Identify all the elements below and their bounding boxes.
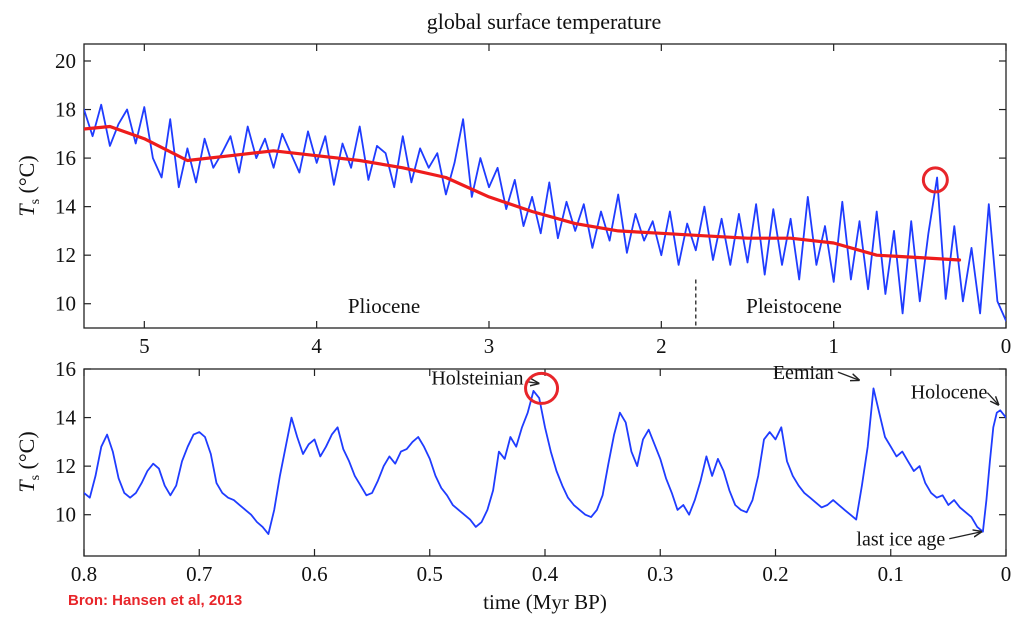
bottom-y-label-main: T	[14, 479, 39, 493]
top-y-tick-label: 16	[55, 146, 76, 170]
top-y-tick-label: 12	[55, 243, 76, 267]
bottom-x-tick-label: 0.1	[878, 562, 904, 586]
annotation-arrow	[837, 371, 859, 380]
top-trend-line	[84, 124, 962, 262]
bottom-y-tick-label: 10	[55, 503, 76, 527]
top-panel: global surface temperature 5 4 3 2 1 01012141…	[14, 9, 1011, 358]
bottom-x-tick-label: 0.3	[647, 562, 673, 586]
annotation-arrow	[949, 532, 981, 540]
top-y-axis-label: Ts (°C)	[14, 155, 43, 216]
bottom-axis-ticks: 0.8 0.7 0.6 0.5 0.4 0.3 0.2 0.1 0 10 12 14 16	[55, 357, 1011, 586]
bottom-x-tick-label: 0	[1001, 562, 1012, 586]
annotation-arrow	[986, 392, 998, 405]
top-y-tick-label: 10	[55, 292, 76, 316]
bottom-x-tick-label: 0.6	[301, 562, 327, 586]
top-x-tick-label: 0	[1001, 334, 1012, 358]
bottom-series-group	[84, 387, 1006, 535]
annotation-label: last ice age	[856, 529, 945, 551]
bottom-x-tick-label: 0.2	[762, 562, 788, 586]
top-highlight-circle	[921, 166, 949, 194]
bottom-x-tick-label: 0.4	[532, 562, 559, 586]
bottom-annotations: Holsteinian Eemian Holocene last ice age	[431, 362, 998, 551]
top-series-group	[84, 103, 1006, 322]
annotation-label: Holsteinian	[431, 367, 523, 389]
bottom-x-tick-label: 0.7	[186, 562, 212, 586]
bottom-y-tick-label: 16	[55, 357, 76, 381]
source-note: Bron: Hansen et al, 2013	[68, 592, 243, 609]
chart-title: global surface temperature	[427, 9, 662, 34]
bottom-x-tick-label: 0.5	[417, 562, 443, 586]
bottom-temperature-line	[84, 387, 1006, 535]
bottom-x-axis-label: time (Myr BP)	[483, 590, 607, 614]
pliocene-label: Pliocene	[348, 294, 420, 318]
top-x-tick-label: 4	[311, 334, 322, 358]
top-y-label-unit: (°C)	[14, 155, 39, 199]
bottom-y-tick-label: 14	[55, 406, 77, 430]
top-temperature-line	[84, 103, 1006, 322]
bottom-x-tick-label: 0.8	[71, 562, 97, 586]
bottom-y-axis-label: Ts (°C)	[14, 431, 43, 492]
top-y-label-main: T	[14, 203, 39, 217]
top-y-tick-label: 18	[55, 98, 76, 122]
top-plot-frame	[83, 43, 1007, 329]
pleistocene-label: Pleistocene	[746, 294, 842, 318]
bottom-y-label-unit: (°C)	[14, 431, 39, 475]
top-x-tick-label: 3	[484, 334, 495, 358]
bottom-y-label-sub: s	[28, 475, 43, 480]
top-x-tick-label: 5	[139, 334, 150, 358]
top-y-tick-label: 20	[55, 49, 76, 73]
annotation-label: Holocene	[911, 382, 988, 404]
bottom-y-tick-label: 12	[55, 454, 76, 478]
top-x-tick-label: 2	[656, 334, 667, 358]
bottom-highlight-circle	[524, 371, 560, 405]
top-y-label-sub: s	[28, 199, 43, 204]
top-x-tick-label: 1	[828, 334, 839, 358]
top-y-tick-label: 14	[55, 195, 77, 219]
annotation-label: Eemian	[773, 362, 834, 384]
bottom-panel: 0.8 0.7 0.6 0.5 0.4 0.3 0.2 0.1 0 10 12 14 16 Holste…	[14, 357, 1011, 614]
